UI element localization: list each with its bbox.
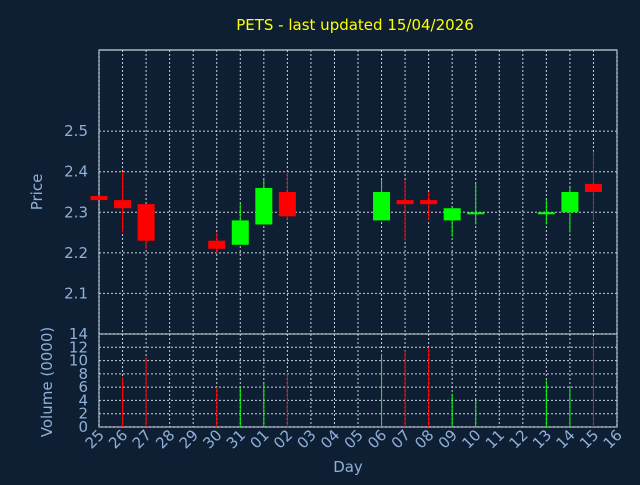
- x-tick-label: 01: [246, 426, 272, 452]
- x-tick-label: 12: [505, 426, 531, 452]
- x-tick-label: 29: [176, 426, 202, 452]
- x-tick-label: 27: [129, 426, 155, 452]
- candle-body: [255, 187, 273, 225]
- x-tick-label: 31: [223, 426, 249, 452]
- volume-tick-label: 8: [78, 365, 88, 383]
- candle-body: [137, 204, 155, 241]
- x-tick-label: 07: [388, 426, 414, 452]
- candle: [137, 204, 155, 249]
- volume-axis-label: Volume (0000): [38, 327, 56, 437]
- x-axis-label: Day: [333, 458, 363, 476]
- x-tick-label: 16: [600, 426, 626, 452]
- volume-tick-label: 2: [78, 405, 88, 423]
- candle-body: [114, 200, 132, 209]
- price-tick-label: 2.5: [64, 122, 88, 140]
- candle-body: [584, 183, 602, 192]
- volume-tick-label: 12: [69, 338, 88, 356]
- x-tick-label: 26: [105, 426, 131, 452]
- volume-tick-label: 0: [78, 418, 88, 436]
- candle: [584, 151, 602, 221]
- x-tick-label: 30: [199, 426, 225, 452]
- candle-body: [373, 192, 391, 221]
- price-tick-label: 2.4: [64, 163, 88, 181]
- candle-body: [561, 192, 579, 213]
- candle-body: [278, 192, 296, 217]
- x-tick-label: 09: [435, 426, 461, 452]
- x-tick-label: 10: [458, 426, 484, 452]
- volume-tick-label: 6: [78, 378, 88, 396]
- candle: [537, 200, 555, 225]
- candle: [420, 192, 438, 221]
- candle-body: [396, 200, 414, 205]
- candle: [278, 171, 296, 221]
- candle-body: [537, 212, 555, 215]
- volume-tick-label: 14: [69, 325, 88, 343]
- x-ticks: 2526272829303101020304050607080910111213…: [82, 426, 626, 452]
- candle: [90, 196, 108, 201]
- x-tick-label: 13: [529, 426, 555, 452]
- x-tick-label: 28: [152, 426, 178, 452]
- x-tick-label: 11: [482, 426, 508, 452]
- candle-body: [208, 240, 226, 249]
- candle: [396, 179, 414, 241]
- volume-tick-label: 4: [78, 391, 88, 409]
- x-tick-label: 05: [341, 426, 367, 452]
- candle-body: [467, 212, 485, 215]
- chart-title: PETS - last updated 15/04/2026: [236, 16, 474, 34]
- candle: [443, 208, 461, 237]
- price-tick-label: 2.2: [64, 244, 88, 262]
- candle: [114, 171, 132, 233]
- volume-bars: [122, 337, 594, 427]
- price-tick-label: 2.1: [64, 284, 88, 302]
- candle-body: [443, 208, 461, 221]
- x-tick-label: 08: [411, 426, 437, 452]
- candle: [208, 232, 226, 253]
- price-axis-label: Price: [28, 174, 46, 211]
- volume-tick-label: 10: [69, 352, 88, 370]
- candles: [90, 151, 602, 253]
- x-tick-label: 15: [576, 426, 602, 452]
- x-tick-label: 06: [364, 426, 390, 452]
- candle-body: [90, 196, 108, 201]
- x-tick-label: 14: [553, 426, 579, 452]
- price-yticks: 2.1 2.2 2.3 2.4 2.5: [64, 122, 88, 302]
- price-grid: [98, 50, 618, 334]
- candle: [373, 179, 391, 221]
- candle-body: [231, 220, 249, 245]
- candle-body: [420, 200, 438, 205]
- x-tick-label: 04: [317, 426, 343, 452]
- x-tick-label: 03: [294, 426, 320, 452]
- price-panel: 2.1 2.2 2.3 2.4 2.5 Price: [28, 49, 618, 335]
- price-tick-label: 2.3: [64, 203, 88, 221]
- x-tick-label: 02: [270, 426, 296, 452]
- candle: [467, 183, 485, 225]
- candle: [231, 204, 249, 245]
- candle: [255, 179, 273, 225]
- candle: [561, 187, 579, 233]
- volume-grid: [98, 333, 618, 428]
